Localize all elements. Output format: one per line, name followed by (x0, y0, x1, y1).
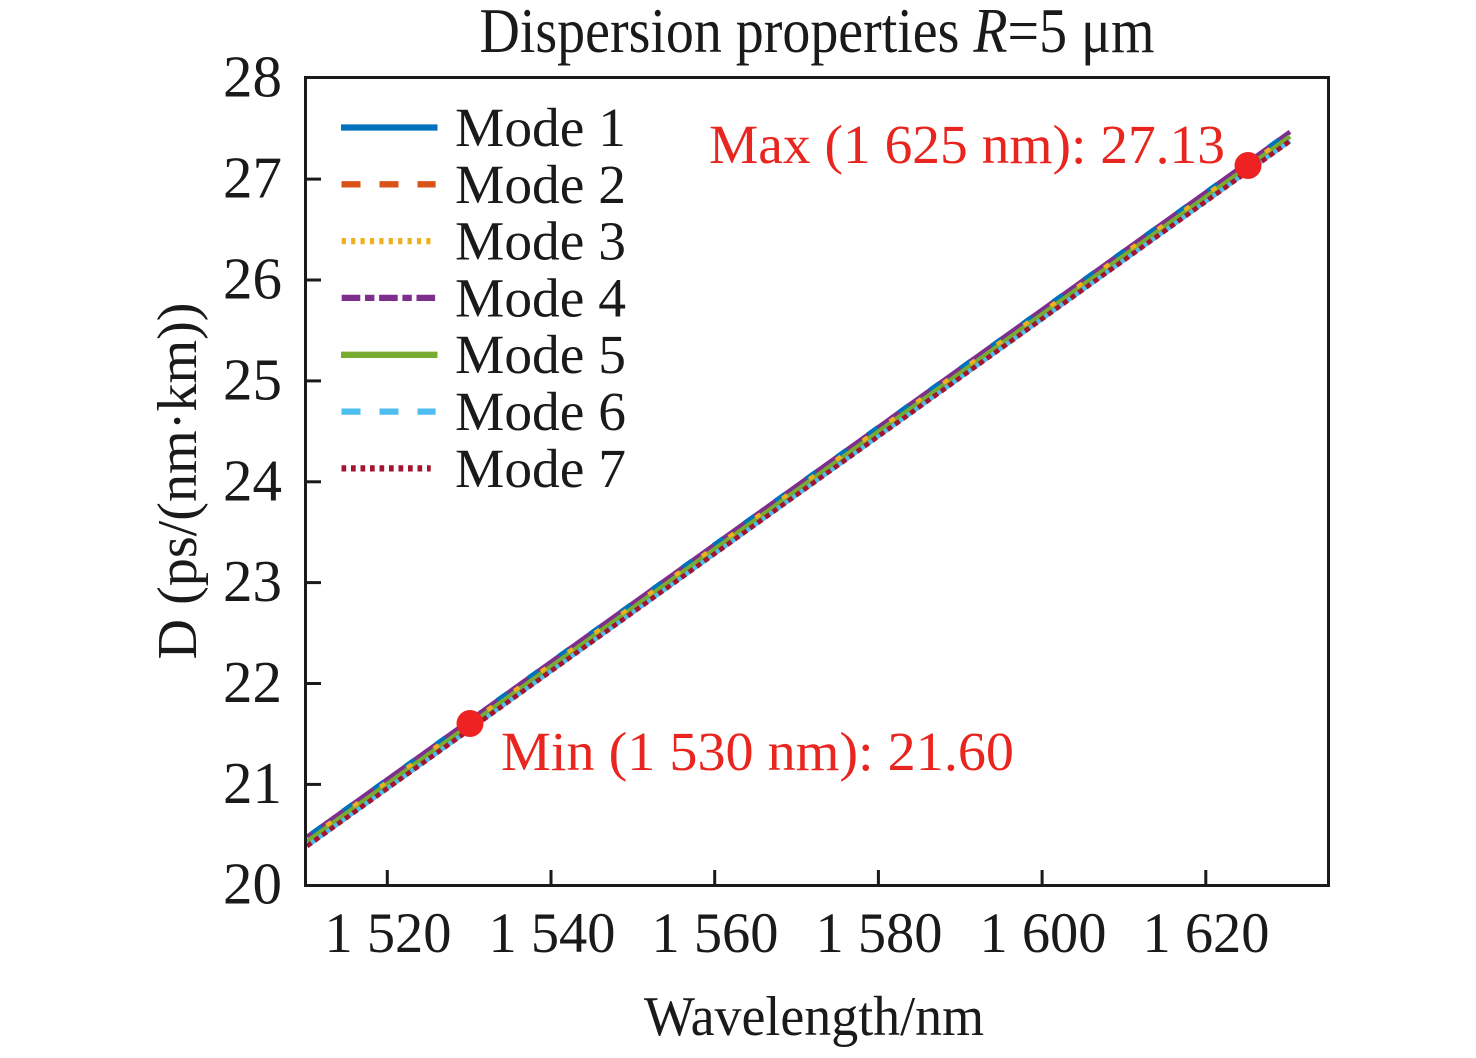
svg-text:Mode 2: Mode 2 (455, 154, 626, 215)
svg-text:26: 26 (223, 246, 282, 312)
svg-text:20: 20 (223, 851, 282, 917)
svg-text:1 520: 1 520 (325, 902, 452, 965)
svg-text:1 540: 1 540 (489, 902, 616, 965)
svg-text:1 620: 1 620 (1143, 902, 1270, 965)
svg-text:25: 25 (223, 346, 282, 412)
svg-text:Mode 3: Mode 3 (455, 211, 626, 272)
svg-text:27: 27 (223, 145, 282, 211)
svg-text:Mode 7: Mode 7 (455, 438, 626, 499)
svg-text:Max (1 625 nm): 27.13: Max (1 625 nm): 27.13 (709, 114, 1225, 175)
svg-text:D (ps/(nm·km)): D (ps/(nm·km)) (147, 303, 209, 660)
svg-text:21: 21 (223, 750, 282, 816)
svg-text:Mode 1: Mode 1 (455, 97, 626, 158)
svg-text:Dispersion properties R=5 μm: Dispersion properties R=5 μm (480, 0, 1155, 66)
svg-text:24: 24 (223, 447, 282, 513)
svg-text:Wavelength/nm: Wavelength/nm (644, 986, 984, 1048)
svg-text:Mode 4: Mode 4 (455, 267, 626, 328)
svg-text:1 560: 1 560 (652, 902, 779, 965)
svg-text:1 580: 1 580 (816, 902, 943, 965)
svg-text:1 600: 1 600 (980, 902, 1107, 965)
svg-text:22: 22 (223, 649, 282, 715)
svg-text:Mode 6: Mode 6 (455, 381, 626, 442)
svg-text:Mode 5: Mode 5 (455, 324, 626, 385)
svg-text:23: 23 (223, 548, 282, 614)
svg-text:28: 28 (223, 44, 282, 110)
svg-text:Min (1 530 nm): 21.60: Min (1 530 nm): 21.60 (501, 721, 1014, 782)
